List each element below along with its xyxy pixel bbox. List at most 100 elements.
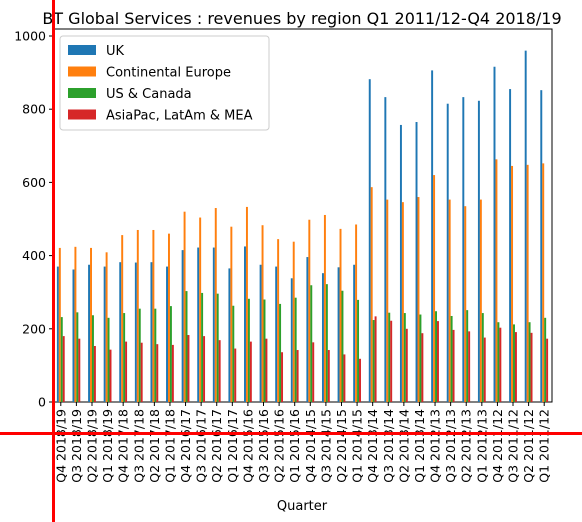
legend-label: AsiaPac, LatAm & MEA [106,109,253,124]
bar-asiapac-latam-mea-3 [109,349,112,402]
bar-asiapac-latam-mea-20 [374,316,377,402]
x-tick-label: Q1 2014/15 [350,409,365,483]
x-tick-label: Q3 2014/15 [318,409,333,483]
x-tick-label: Q4 2018/19 [53,409,68,483]
bar-asiapac-latam-mea-16 [312,342,315,402]
x-tick-label: Q4 2016/17 [178,409,193,483]
bar-continental-europe-18 [339,228,342,402]
bar-us-canada-6 [154,308,157,402]
bar-asiapac-latam-mea-27 [483,337,486,402]
bar-us-canada-5 [138,308,141,402]
x-tick-label: Q2 2012/13 [459,409,474,483]
bar-us-canada-22 [403,313,406,402]
bar-continental-europe-20 [370,187,373,402]
bar-us-canada-14 [279,303,282,402]
bar-us-canada-2 [91,315,94,402]
x-tick-label: Q2 2014/15 [334,409,349,483]
x-tick-label: Q2 2011/12 [521,409,536,483]
bar-continental-europe-27 [479,199,482,402]
bar-uk-5 [134,262,137,402]
bar-uk-30 [524,50,527,402]
bar-uk-22 [399,124,402,402]
bar-uk-16 [306,257,309,402]
bar-continental-europe-10 [214,208,217,402]
bar-continental-europe-28 [495,159,498,402]
bar-uk-4 [119,262,122,402]
x-tick-label: Q3 2016/17 [194,409,209,483]
bar-uk-31 [540,90,543,403]
x-tick-label: Q1 2016/17 [225,409,240,483]
bar-continental-europe-8 [183,211,186,402]
y-tick-label: 200 [22,321,46,336]
legend-label: US & Canada [106,87,192,102]
x-tick-label: Q2 2017/18 [147,409,162,483]
bar-continental-europe-22 [401,202,404,402]
bar-us-canada-29 [513,324,515,402]
bar-uk-8 [181,250,184,402]
x-tick-label: Q3 2012/13 [443,409,458,483]
bar-continental-europe-17 [323,214,326,402]
bar-asiapac-latam-mea-4 [125,341,128,402]
bar-uk-0 [56,266,59,402]
legend: UK Continental Europe US & Canada AsiaPac, … [59,35,270,131]
x-tick-label: Q1 2012/13 [474,409,489,483]
bar-asiapac-latam-mea-30 [530,332,533,402]
bar-uk-20 [368,79,371,402]
bar-us-canada-10 [216,293,219,402]
bar-us-canada-24 [435,311,437,402]
bar-us-canada-21 [388,312,391,402]
bar-asiapac-latam-mea-7 [171,344,174,402]
bar-asiapac-latam-mea-6 [156,344,159,402]
bar-continental-europe-0 [58,247,61,402]
bar-uk-23 [415,122,418,402]
y-tick-label: 0 [38,395,46,410]
bar-uk-1 [72,269,75,402]
bar-asiapac-latam-mea-31 [546,338,549,402]
bar-uk-26 [462,97,465,403]
bar-continental-europe-5 [136,229,139,402]
bar-asiapac-latam-mea-12 [249,341,252,402]
bar-continental-europe-29 [511,165,514,402]
bar-us-canada-28 [497,322,500,402]
bar-us-canada-13 [263,299,266,402]
y-tick-label: 400 [22,248,46,263]
x-tick-label: Q3 2018/19 [69,409,84,483]
x-tick-label: Q4 2015/16 [240,409,255,483]
red-vertical-guide [52,0,55,522]
bar-continental-europe-31 [542,163,545,402]
bar-continental-europe-3 [105,252,108,402]
bar-continental-europe-9 [199,217,202,402]
legend-box [59,35,270,131]
bar-us-canada-7 [169,306,172,402]
bar-asiapac-latam-mea-2 [93,346,96,402]
bar-uk-14 [275,266,278,402]
bar-continental-europe-11 [230,226,233,402]
bar-asiapac-latam-mea-29 [514,332,517,402]
x-tick-label: Q4 2013/14 [365,409,380,483]
bar-us-canada-16 [310,285,313,402]
bar-asiapac-latam-mea-8 [187,335,190,402]
x-tick-label: Q3 2011/12 [506,409,521,483]
x-tick-label: Q2 2018/19 [84,409,99,483]
bar-us-canada-1 [76,312,79,402]
bar-uk-21 [384,97,387,403]
bar-continental-europe-26 [464,206,467,402]
bar-asiapac-latam-mea-21 [390,320,393,402]
bar-uk-3 [103,266,106,402]
bar-continental-europe-14 [277,239,280,402]
bar-uk-15 [290,278,293,402]
x-tick-label: Q3 2015/16 [256,409,271,483]
legend-swatch [68,45,96,55]
bar-continental-europe-21 [386,199,389,402]
legend-swatch [68,66,96,77]
bar-us-canada-20 [372,320,375,402]
bar-us-canada-23 [419,314,422,402]
bar-uk-13 [259,264,262,402]
bar-continental-europe-7 [168,233,170,402]
x-tick-label: Q1 2017/18 [162,409,177,483]
bar-asiapac-latam-mea-11 [234,348,237,402]
bar-us-canada-15 [294,297,297,402]
x-tick-label: Q2 2013/14 [396,409,411,483]
bar-asiapac-latam-mea-24 [437,321,439,402]
bar-continental-europe-15 [292,241,295,402]
